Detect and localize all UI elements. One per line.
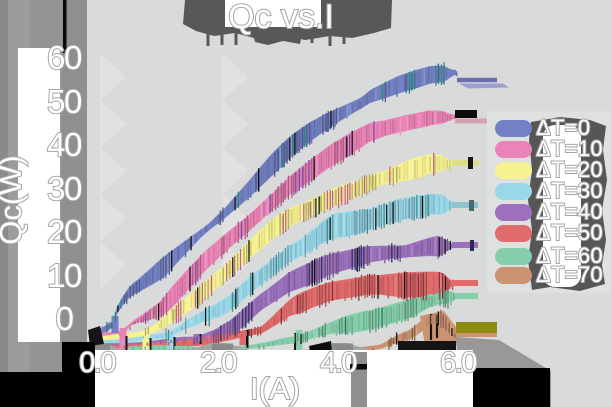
svg-text:ΔT=0: ΔT=0 [536, 115, 590, 140]
svg-text:ΔT=10: ΔT=10 [536, 136, 603, 161]
svg-text:Qc(W): Qc(W) [0, 155, 28, 245]
svg-text:ΔT=20: ΔT=20 [536, 157, 603, 182]
svg-text:40: 40 [47, 126, 82, 163]
svg-text:30: 30 [47, 170, 82, 207]
svg-text:4.0: 4.0 [320, 347, 356, 379]
svg-text:0.0: 0.0 [79, 347, 115, 379]
svg-text:ΔT=50: ΔT=50 [536, 220, 603, 245]
svg-text:Qc vs.I: Qc vs.I [228, 0, 334, 36]
svg-text:60: 60 [47, 39, 82, 76]
svg-text:10: 10 [47, 257, 82, 294]
svg-text:ΔT=60: ΔT=60 [536, 243, 603, 268]
svg-text:ΔT=30: ΔT=30 [536, 178, 603, 203]
svg-text:50: 50 [47, 83, 82, 120]
svg-text:20: 20 [47, 213, 82, 250]
svg-text:0: 0 [56, 300, 74, 337]
svg-text:2.0: 2.0 [200, 347, 236, 379]
svg-text:6.0: 6.0 [440, 347, 476, 379]
svg-text:I(A): I(A) [250, 371, 300, 406]
svg-text:ΔT=40: ΔT=40 [536, 199, 603, 224]
svg-text:ΔT=70: ΔT=70 [536, 262, 603, 287]
